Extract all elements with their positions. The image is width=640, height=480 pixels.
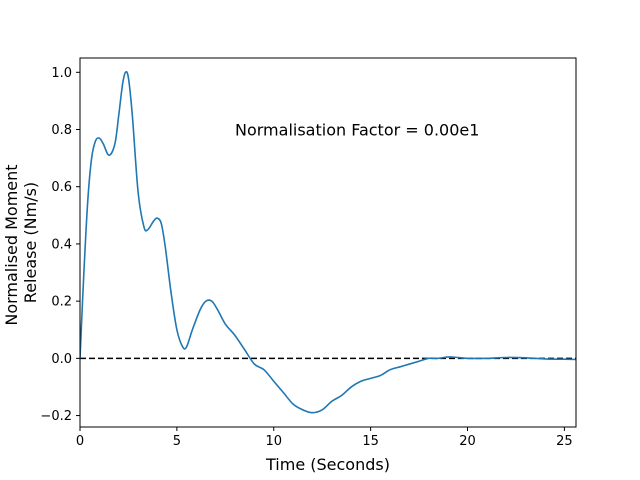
y-axis-label-line-1: Normalised Moment [2, 164, 21, 325]
y-tick-label: 0.4 [51, 237, 72, 252]
y-tick-label: −0.2 [40, 409, 72, 424]
x-tick-label: 20 [459, 434, 476, 449]
y-tick-label: 0.8 [51, 123, 72, 138]
y-axis-label-line-2: Release (Nm/s) [21, 182, 40, 303]
y-tick-label: 0.0 [51, 352, 72, 367]
x-tick-label: 15 [362, 434, 379, 449]
y-tick-label: 1.0 [51, 66, 72, 81]
y-tick-label: 0.2 [51, 295, 72, 310]
y-tick-label: 0.6 [51, 180, 72, 195]
series-line-0 [80, 70, 576, 414]
plot-area [80, 70, 576, 414]
axis-ticks: 0 5 10 15 20 25 −0.2 0.0 0.2 0.4 0.6 0.8 1.0 [40, 66, 572, 449]
axes-frame [79, 57, 577, 428]
x-tick-label: 0 [76, 434, 84, 449]
x-axis-label: Time (Seconds) [265, 455, 390, 474]
x-tick-label: 10 [265, 434, 282, 449]
x-tick-label: 25 [556, 434, 573, 449]
x-tick-label: 5 [173, 434, 181, 449]
normalisation-annotation: Normalisation Factor = 0.00e1 [235, 121, 479, 140]
y-axis-label: Normalised Moment Release (Nm/s) [2, 159, 40, 325]
